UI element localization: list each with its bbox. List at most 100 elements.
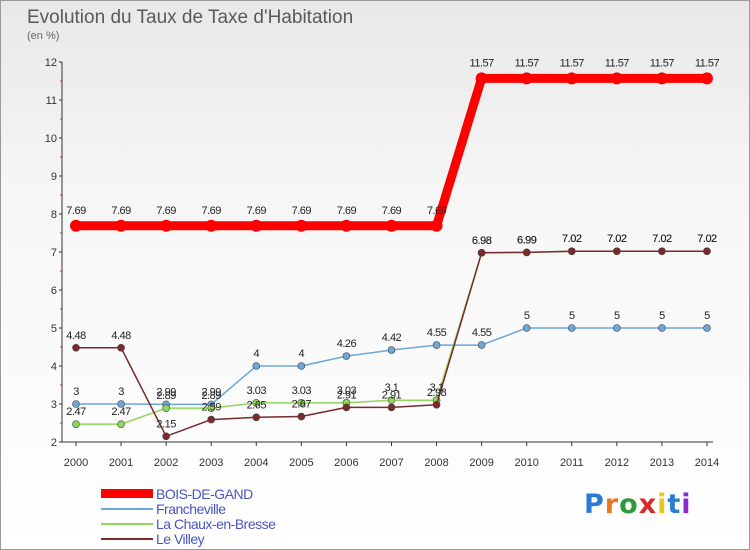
data-label: 7.69 <box>337 205 357 217</box>
data-label: 11.57 <box>560 57 585 69</box>
data-label: 2.67 <box>292 399 312 411</box>
y-tick-label: 11 <box>46 95 57 107</box>
data-label: 5 <box>704 310 710 322</box>
data-label: 7.02 <box>562 233 582 245</box>
x-tick-label: 2008 <box>424 457 448 469</box>
data-point <box>160 219 173 232</box>
data-point <box>432 341 441 349</box>
chart-subtitle: (en %) <box>27 30 60 42</box>
data-label: 4.48 <box>111 330 131 342</box>
data-point <box>117 420 125 428</box>
data-point <box>613 324 621 332</box>
series-line <box>76 73 707 231</box>
data-point <box>522 248 531 257</box>
data-point <box>162 404 170 412</box>
y-tick-label: 7 <box>51 247 57 259</box>
data-label: 7.02 <box>607 233 627 245</box>
data-label: 7.69 <box>66 205 86 217</box>
legend-label: La Chaux-en-Bresse <box>156 516 276 532</box>
data-point <box>297 412 306 421</box>
data-label: 4.26 <box>337 338 357 350</box>
data-label: 4 <box>299 348 305 360</box>
data-point <box>342 352 351 360</box>
data-point <box>700 72 713 85</box>
legend-item-le-villey: Le Villey <box>101 531 361 547</box>
y-tick-label: 9 <box>51 171 57 183</box>
data-point <box>387 346 396 354</box>
data-label: 11.57 <box>695 57 720 69</box>
data-label: 5 <box>569 310 575 322</box>
data-label: 3.03 <box>247 385 267 397</box>
data-point <box>520 72 533 85</box>
data-label: 2.98 <box>427 387 447 399</box>
x-tick-label: 2012 <box>605 457 629 469</box>
data-label: 4.48 <box>66 330 86 342</box>
data-point <box>72 420 80 428</box>
proxiti-logo: Proxiti <box>584 489 692 520</box>
data-point <box>567 247 576 256</box>
data-point <box>117 400 125 408</box>
data-point <box>658 324 666 332</box>
x-tick-label: 2014 <box>695 457 719 469</box>
data-label: 7.02 <box>652 233 672 245</box>
logo-letter: x <box>638 489 658 520</box>
logo-letter: P <box>584 489 605 520</box>
x-tick-label: 2011 <box>560 457 584 469</box>
data-label: 7.69 <box>156 205 176 217</box>
data-point <box>250 219 263 232</box>
data-label: 5 <box>524 310 530 322</box>
legend-item-la-chaux-en-bresse: La Chaux-en-Bresse <box>101 516 361 532</box>
data-label: 7.02 <box>607 233 627 245</box>
data-label: 6.98 <box>472 235 492 247</box>
y-tick-label: 10 <box>45 133 57 145</box>
data-label: 6.98 <box>472 235 492 247</box>
data-label: 5 <box>659 310 665 322</box>
data-point <box>295 219 308 232</box>
data-label: 11.57 <box>515 57 540 69</box>
data-label: 4 <box>253 348 259 360</box>
data-label: 7.02 <box>562 233 582 245</box>
x-tick-label: 2006 <box>334 457 358 469</box>
data-label: 2.47 <box>66 406 86 418</box>
y-tick-label: 8 <box>51 209 57 221</box>
data-point <box>207 415 216 424</box>
legend: BOIS-DE-GAND Francheville La Chaux-en-Br… <box>101 486 361 547</box>
data-point <box>613 247 621 256</box>
data-point <box>297 399 306 407</box>
x-tick-label: 2009 <box>469 457 493 469</box>
data-point <box>72 343 80 352</box>
data-point <box>703 324 711 332</box>
data-point <box>115 219 128 232</box>
legend-swatch <box>101 523 153 525</box>
legend-swatch <box>101 538 153 540</box>
data-point <box>207 404 216 412</box>
y-tick-label: 6 <box>51 285 57 297</box>
x-tick-label: 2005 <box>289 457 313 469</box>
x-tick-label: 2003 <box>199 457 223 469</box>
y-tick-label: 4 <box>51 361 57 373</box>
data-label: 2.99 <box>156 386 176 398</box>
data-point <box>432 400 441 409</box>
data-point <box>477 248 486 257</box>
data-label: 4.55 <box>472 327 492 339</box>
data-point <box>72 400 80 408</box>
legend-label: BOIS-DE-GAND <box>156 486 253 502</box>
data-label: 3 <box>73 386 79 398</box>
data-label: 6.99 <box>517 234 537 246</box>
data-point <box>475 72 488 85</box>
data-label: 7.02 <box>697 233 717 245</box>
x-tick-label: 2000 <box>64 457 88 469</box>
data-point <box>117 343 125 352</box>
data-label: 2.89 <box>156 390 176 402</box>
y-tick-label: 12 <box>45 57 57 69</box>
data-label: 7.02 <box>697 233 717 245</box>
data-label: 2.15 <box>156 418 176 430</box>
data-label: 7.69 <box>427 205 447 217</box>
logo-letter: o <box>619 489 639 520</box>
data-point <box>385 219 398 232</box>
x-tick-label: 2007 <box>379 457 403 469</box>
x-tick-label: 2013 <box>650 457 674 469</box>
x-tick-label: 2002 <box>154 457 178 469</box>
